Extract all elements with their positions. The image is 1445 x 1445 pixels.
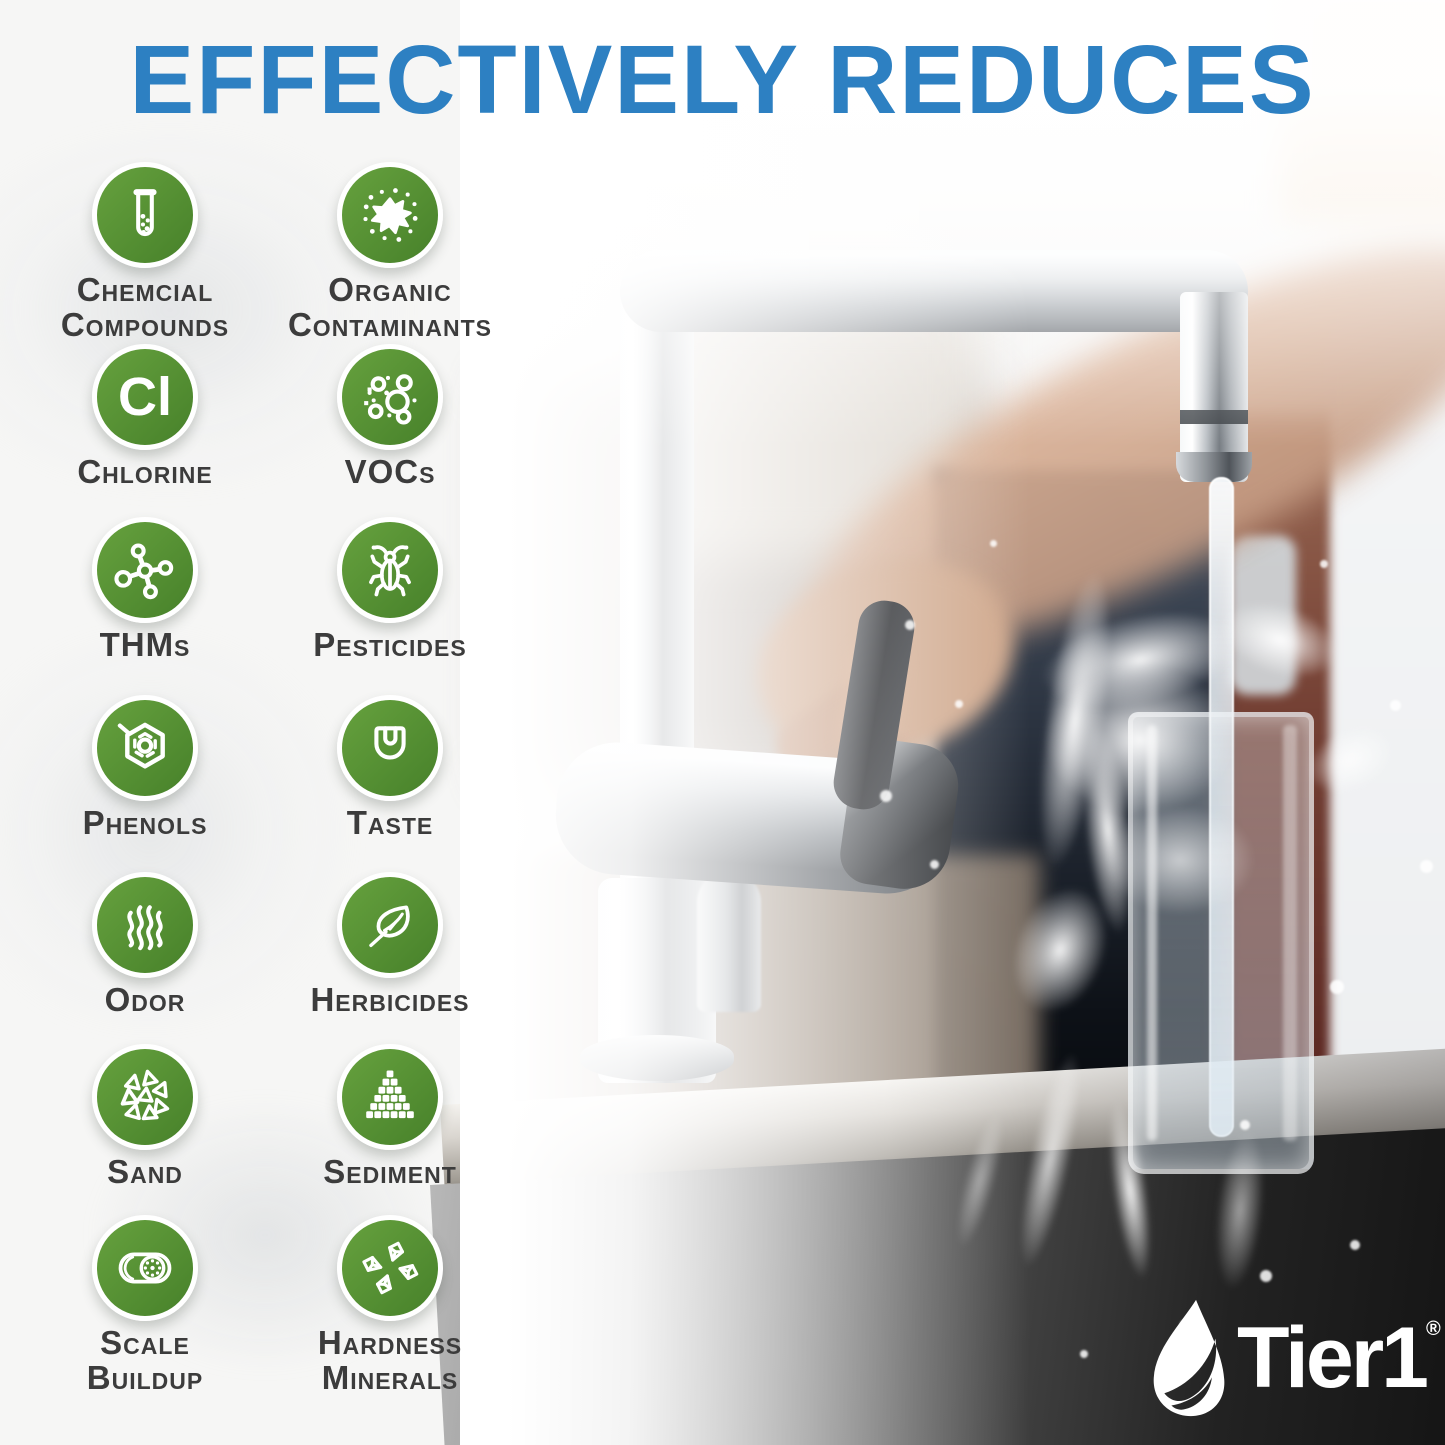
water-droplet — [1080, 1350, 1088, 1358]
grid-item-label: Taste — [346, 804, 434, 841]
label-line: Buildup — [86, 1358, 204, 1396]
grid-item-odor: Odor — [13, 872, 277, 1018]
tier1-logo: Tier1 ® — [1145, 1292, 1441, 1424]
voc-bubbles-icon — [337, 344, 443, 450]
grid-item-organic-contaminants: Organic Contaminants — [258, 162, 522, 343]
grid-item-vocs: VOCs — [258, 344, 522, 490]
water-ripple-texture — [0, 620, 360, 1040]
bug-icon — [337, 517, 443, 623]
chlorine-cl-icon: Cl — [92, 344, 198, 450]
pipe-scale-icon — [92, 1215, 198, 1321]
chlorine-symbol: Cl — [118, 367, 172, 427]
water-droplet — [1260, 1270, 1272, 1282]
glass-highlight — [1283, 725, 1297, 1141]
water-droplet — [1240, 1120, 1250, 1130]
test-tube-icon — [92, 162, 198, 268]
grid-item-label: Hardness Minerals — [317, 1324, 463, 1396]
photo-left-fade — [460, 0, 1030, 1445]
page-title: EFFECTIVELY REDUCES — [129, 25, 1316, 134]
grid-item-chemical-compounds: Chemcial Compounds — [13, 162, 277, 343]
grid-item-label: Odor — [104, 981, 186, 1018]
tier1-flame-icon — [1153, 1299, 1225, 1417]
label-line: Hardness — [317, 1324, 463, 1361]
label-line: Scale — [100, 1324, 190, 1361]
photo-water-stream — [1209, 477, 1234, 1137]
label-line: Taste — [346, 804, 434, 841]
grid-item-label: Phenols — [82, 804, 208, 841]
water-splash — [1105, 805, 1255, 915]
grid-item-label: Chlorine — [77, 453, 213, 490]
grid-item-hardness-minerals: Hardness Minerals — [258, 1215, 522, 1396]
grid-item-label: Scale Buildup — [86, 1324, 204, 1396]
glass-highlight — [1147, 725, 1157, 1141]
grid-item-sediment: Sediment — [258, 1044, 522, 1190]
leaf-icon — [337, 872, 443, 978]
grid-item-scale-buildup: Scale Buildup — [13, 1215, 277, 1396]
label-line: Herbicides — [310, 981, 470, 1018]
label-line: Phenols — [82, 804, 208, 841]
water-droplet — [1350, 1240, 1360, 1250]
water-droplet — [1390, 700, 1401, 711]
water-splash — [1045, 665, 1235, 815]
water-droplet — [1420, 860, 1433, 873]
grid-item-label: Chemcial Compounds — [60, 271, 230, 343]
label-line: Chemcial — [76, 271, 214, 308]
grid-item-taste: Taste — [258, 695, 522, 841]
label-line: THMs — [99, 626, 191, 663]
tongue-icon — [337, 695, 443, 801]
molecule-icon — [92, 517, 198, 623]
sediment-pile-icon — [337, 1044, 443, 1150]
grid-item-sand: Sand — [13, 1044, 277, 1190]
water-droplet — [1330, 980, 1344, 994]
grid-item-label: Sediment — [323, 1153, 457, 1190]
registered-trademark: ® — [1426, 1318, 1441, 1340]
odor-waves-icon — [92, 872, 198, 978]
label-line: Contaminants — [287, 305, 493, 343]
minerals-crystals-icon — [337, 1215, 443, 1321]
label-line: Odor — [104, 981, 186, 1018]
label-line: Sand — [107, 1153, 183, 1190]
label-line: Compounds — [60, 305, 230, 343]
label-line: VOCs — [344, 453, 436, 490]
grid-item-label: THMs — [99, 626, 191, 663]
grid-item-chlorine: Cl Chlorine — [13, 344, 277, 490]
label-line: Sediment — [323, 1153, 457, 1190]
grid-item-herbicides: Herbicides — [258, 872, 522, 1018]
grid-item-label: VOCs — [344, 453, 436, 490]
label-line: Organic — [328, 271, 452, 308]
grid-item-phenols: Phenols — [13, 695, 277, 841]
label-line: Chlorine — [77, 453, 213, 490]
sand-pebbles-icon — [92, 1044, 198, 1150]
grid-item-label: Sand — [107, 1153, 183, 1190]
grid-item-thms: THMs — [13, 517, 277, 663]
grid-item-label: Herbicides — [310, 981, 470, 1018]
label-line: Minerals — [321, 1358, 459, 1396]
benzene-ring-icon — [92, 695, 198, 801]
label-line: Pesticides — [313, 626, 467, 663]
water-droplet — [1320, 560, 1328, 568]
brand-name: Tier1 — [1237, 1309, 1429, 1406]
organic-splat-icon — [337, 162, 443, 268]
grid-item-label: Pesticides — [313, 626, 467, 663]
grid-item-label: Organic Contaminants — [287, 271, 493, 343]
grid-item-pesticides: Pesticides — [258, 517, 522, 663]
